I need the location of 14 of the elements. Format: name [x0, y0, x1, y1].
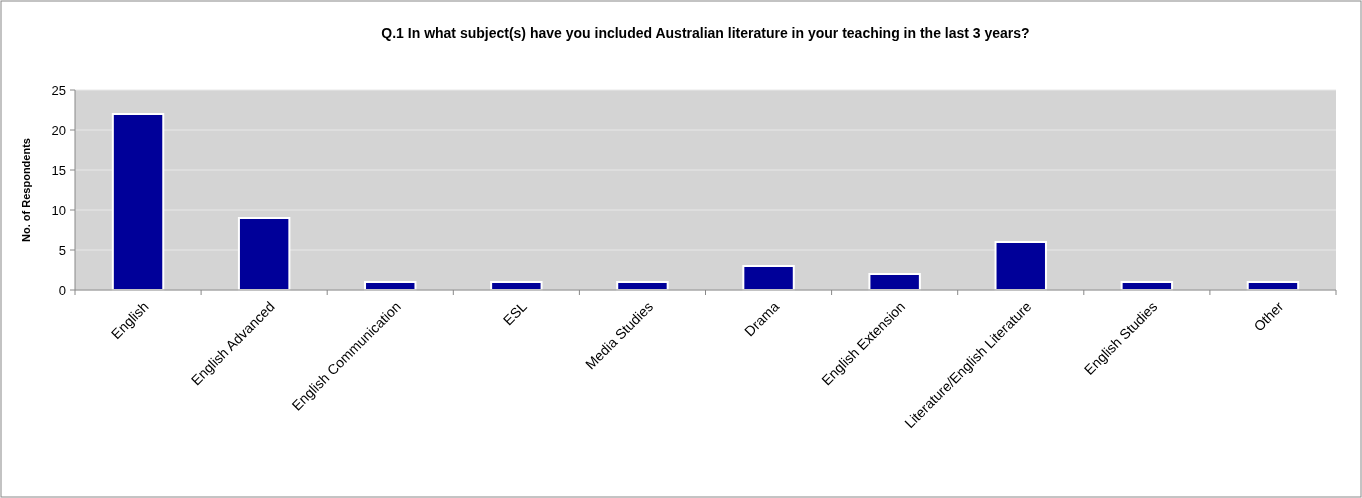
bar: [111, 113, 165, 291]
bar: [994, 241, 1047, 291]
y-axis-title: No. of Respondents: [20, 138, 32, 242]
y-tick-label: 25: [51, 82, 66, 98]
x-tick-label: ESL: [499, 298, 531, 329]
y-tick-label: 10: [51, 202, 66, 218]
y-tick-label: 20: [51, 122, 66, 138]
bar: [868, 273, 921, 291]
y-tick-label: 15: [51, 162, 66, 178]
y-tick-label: 0: [58, 282, 66, 298]
bar: [742, 265, 795, 291]
chart-title: Q.1 In what subject(s) have you included Australian literature in your teaching in the last 3 years?: [381, 25, 1030, 41]
bar: [237, 217, 291, 291]
y-tick-label: 5: [58, 242, 66, 258]
